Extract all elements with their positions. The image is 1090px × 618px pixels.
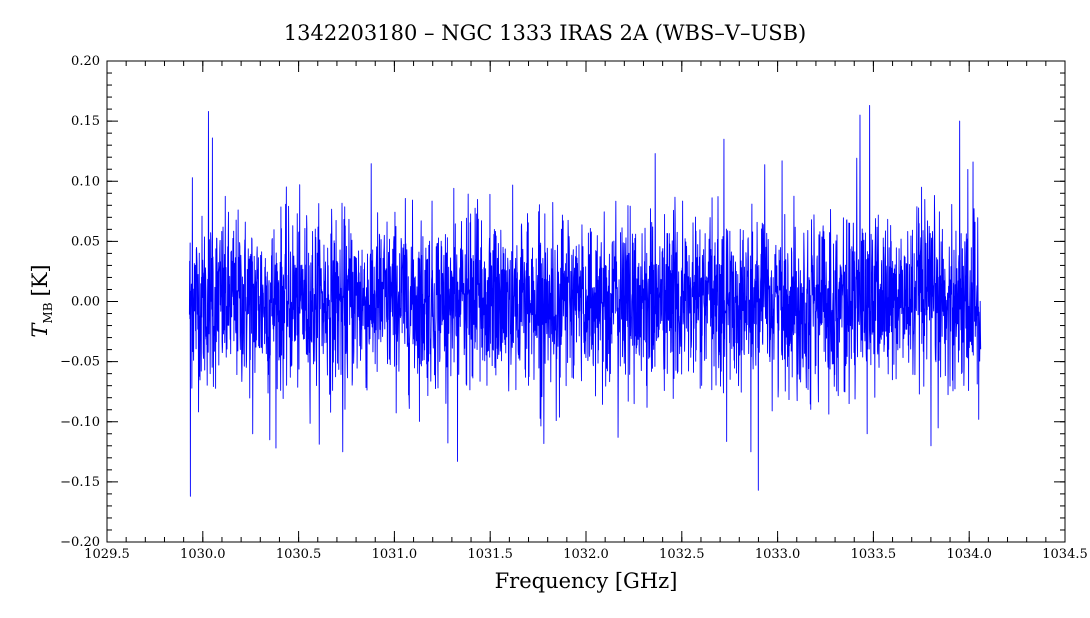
x-tick-label: 1031.5 xyxy=(467,547,513,562)
y-tick-label: 0.05 xyxy=(71,234,100,249)
y-tick-label: −0.10 xyxy=(60,415,100,430)
x-axis-label: Frequency [GHz] xyxy=(495,569,678,593)
x-tick-label: 1032.0 xyxy=(563,547,609,562)
y-tick-label: 0.20 xyxy=(71,54,100,69)
y-axis-label-subscript: MB xyxy=(41,302,55,323)
x-tick-label: 1033.5 xyxy=(851,547,897,562)
y-axis-label-unit: [K] xyxy=(28,264,52,296)
ticks-layer: 1029.5 1030.0 1030.5 1031.0 1031.5 1032.0 1032… xyxy=(60,54,1088,562)
x-tick-label: 1033.0 xyxy=(755,547,801,562)
spectrum-series-line xyxy=(188,105,982,497)
x-tick-label: 1031.0 xyxy=(372,547,418,562)
y-tick-label: −0.20 xyxy=(60,535,100,550)
y-axis-label: TMB [K] xyxy=(28,264,55,337)
series-layer xyxy=(188,105,982,497)
y-tick-label: −0.05 xyxy=(60,355,100,370)
y-axis-label-main: T xyxy=(28,322,52,338)
x-tick-label: 1032.5 xyxy=(659,547,705,562)
x-tick-label: 1034.0 xyxy=(946,547,992,562)
chart-title: 1342203180 – NGC 1333 IRAS 2A (WBS–V–USB… xyxy=(284,21,806,45)
y-tick-label: 0.00 xyxy=(71,295,100,310)
x-tick-label: 1030.0 xyxy=(180,547,226,562)
y-tick-label: 0.10 xyxy=(71,174,100,189)
y-tick-label: −0.15 xyxy=(60,475,100,490)
x-tick-label: 1034.5 xyxy=(1042,547,1088,562)
x-tick-label: 1030.5 xyxy=(276,547,322,562)
x-tick-label: 1029.5 xyxy=(84,547,130,562)
y-tick-label: 0.15 xyxy=(71,114,100,129)
